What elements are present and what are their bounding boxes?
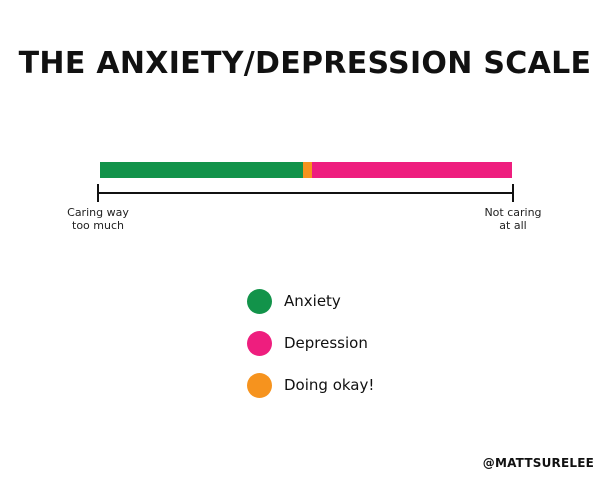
- author-credit: @MATTSURELEE: [482, 456, 594, 470]
- page-title: THE ANXIETY/DEPRESSION SCALE: [18, 46, 592, 81]
- legend-item-doing-okay: Doing okay!: [247, 372, 374, 398]
- right-end-label-line-2: at all: [499, 219, 527, 232]
- right-tick: [512, 184, 514, 202]
- right-end-label: Not caring at all: [458, 206, 568, 232]
- legend-item-anxiety: Anxiety: [247, 288, 374, 314]
- scale-axis-line: [98, 192, 514, 194]
- legend-label-anxiety: Anxiety: [284, 292, 341, 310]
- legend-label-depression: Depression: [284, 334, 368, 352]
- legend-label-doing-okay: Doing okay!: [284, 376, 375, 394]
- green-circle-icon: [247, 288, 272, 314]
- pink-circle-icon: [247, 330, 272, 356]
- depression-segment: [312, 162, 512, 178]
- left-tick: [97, 184, 99, 202]
- doing-okay-segment: [303, 162, 313, 178]
- left-end-label: Caring way too much: [43, 206, 153, 232]
- scale-bar: [100, 162, 512, 178]
- anxiety-segment: [100, 162, 304, 178]
- legend-item-depression: Depression: [247, 330, 374, 356]
- orange-circle-icon: [247, 372, 272, 398]
- right-end-label-line-1: Not caring: [484, 206, 542, 219]
- left-end-label-line-1: Caring way: [67, 206, 129, 219]
- legend: Anxiety Depression Doing okay!: [247, 288, 374, 414]
- left-end-label-line-2: too much: [72, 219, 124, 232]
